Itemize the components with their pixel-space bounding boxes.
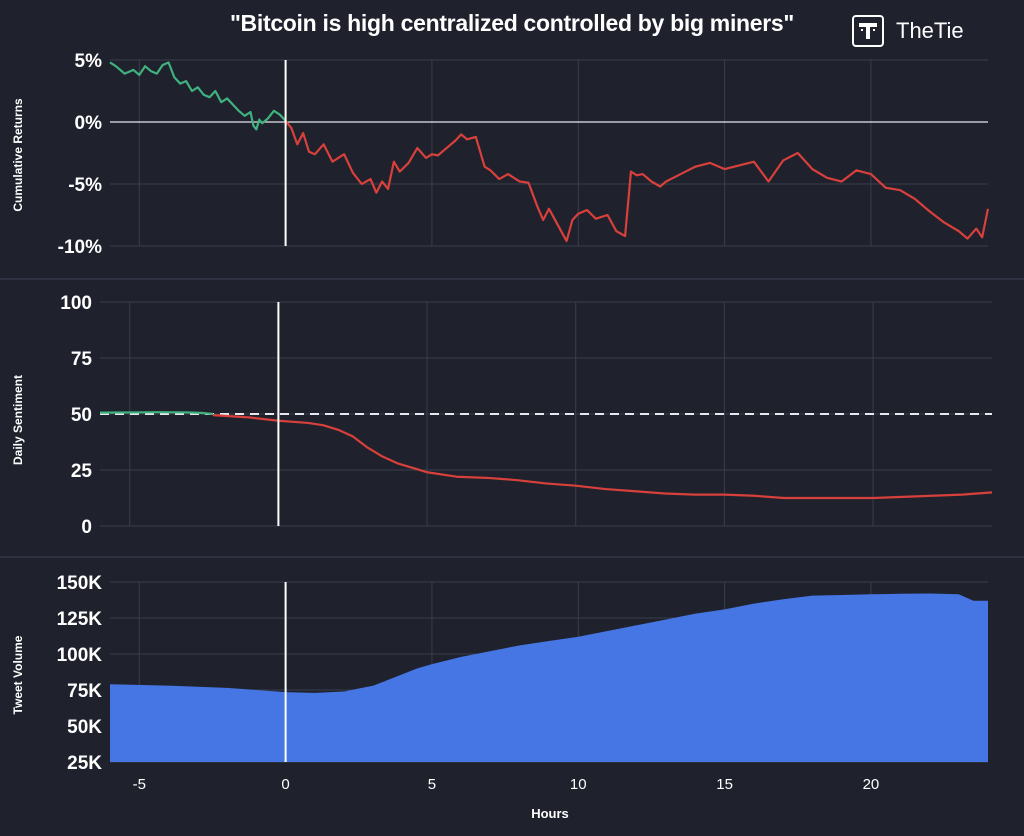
x-axis-label: Hours — [531, 806, 569, 821]
sentiment-ytick-label: 75 — [71, 349, 93, 370]
sentiment-ytick-label: 0 — [81, 517, 92, 538]
brand-name: TheTie — [896, 18, 964, 43]
x-tick-label: -5 — [133, 776, 146, 793]
sentiment-line-after — [212, 414, 993, 500]
returns-line-before — [109, 61, 287, 131]
returns-ytick-label: -5% — [68, 175, 102, 196]
thetie-logo-icon — [852, 15, 884, 47]
x-tick-label: 0 — [281, 776, 289, 793]
x-tick-label: 5 — [428, 776, 436, 793]
returns-ytick-label: 5% — [75, 51, 103, 72]
volume-area — [110, 593, 988, 762]
sentiment-line-before — [99, 411, 214, 416]
x-tick-label: 15 — [716, 776, 733, 793]
returns-line-after — [284, 120, 990, 243]
sentiment-ytick-label: 100 — [60, 293, 92, 314]
returns-ytick-label: -10% — [58, 237, 102, 258]
x-tick-label: 20 — [863, 776, 880, 793]
volume-ytick-label: 25K — [67, 753, 102, 774]
returns-panel: -10% -5% 0% 5% — [58, 51, 990, 258]
sentiment-panel: 0 25 50 75 100 — [60, 293, 993, 538]
brand: TheTie — [852, 12, 964, 50]
chart-title: "Bitcoin is high centralized controlled … — [229, 10, 795, 36]
volume-ytick-label: 125K — [57, 609, 103, 630]
volume-ytick-label: 75K — [67, 681, 102, 702]
volume-panel: 25K 50K 75K 100K 125K 150K -5 0 5 10 15 20 — [57, 573, 988, 793]
volume-ytick-label: 100K — [57, 645, 103, 666]
x-tick-label: 10 — [570, 776, 587, 793]
volume-ytick-label: 150K — [57, 573, 103, 594]
sentiment-ytick-label: 25 — [71, 461, 93, 482]
returns-ytick-label: 0% — [75, 113, 103, 134]
sentiment-ytick-label: 50 — [71, 405, 92, 426]
logo-mark-icon — [859, 23, 877, 39]
volume-ytick-label: 50K — [67, 717, 102, 738]
